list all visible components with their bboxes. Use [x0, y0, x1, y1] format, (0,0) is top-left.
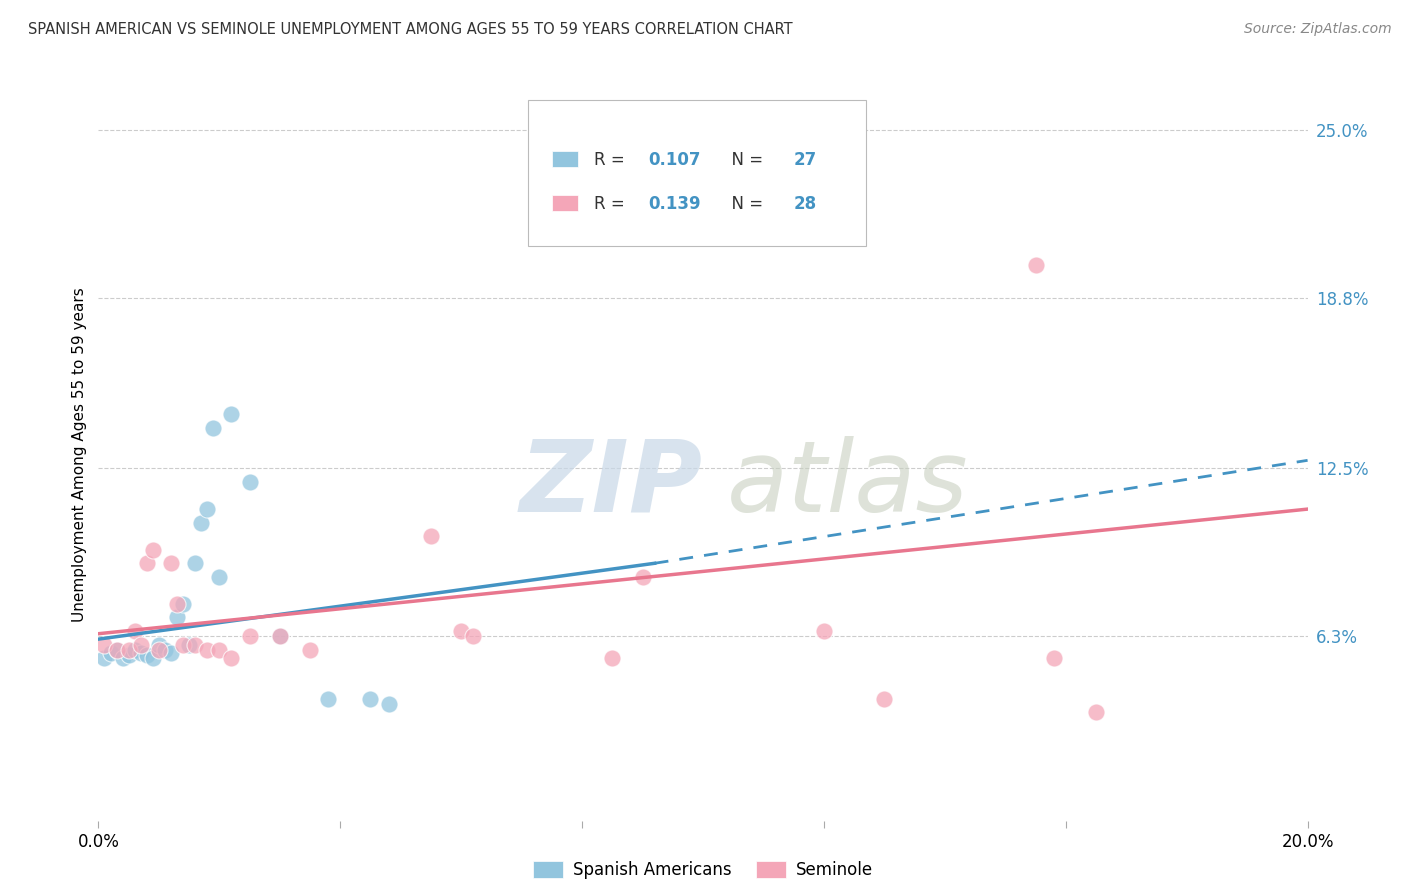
Point	[420, 529, 443, 543]
Point	[195, 643, 218, 657]
Point	[269, 629, 291, 643]
Point	[450, 624, 472, 638]
Point	[172, 638, 194, 652]
Point	[172, 597, 194, 611]
Point	[129, 638, 152, 652]
Point	[135, 556, 157, 570]
Point	[148, 638, 170, 652]
FancyBboxPatch shape	[553, 151, 578, 167]
Text: R =: R =	[595, 152, 630, 169]
Point	[129, 646, 152, 660]
Point	[221, 407, 243, 421]
Text: 0.139: 0.139	[648, 195, 702, 213]
Point	[124, 624, 146, 638]
Point	[105, 643, 128, 657]
Point	[299, 643, 322, 657]
Point	[148, 643, 170, 657]
Point	[118, 648, 141, 663]
Point	[93, 651, 115, 665]
Point	[142, 651, 165, 665]
FancyBboxPatch shape	[553, 194, 578, 211]
Text: R =: R =	[595, 195, 630, 213]
Point	[202, 421, 225, 435]
Point	[184, 638, 207, 652]
Point	[118, 643, 141, 657]
Point	[602, 218, 624, 232]
Point	[316, 691, 339, 706]
Point	[135, 648, 157, 663]
Point	[1042, 651, 1064, 665]
Point	[160, 646, 183, 660]
Text: 27: 27	[793, 152, 817, 169]
Text: N =: N =	[721, 152, 769, 169]
Text: ZIP: ZIP	[520, 435, 703, 533]
Point	[166, 610, 188, 624]
Point	[184, 556, 207, 570]
Point	[111, 651, 134, 665]
Point	[160, 556, 183, 570]
Text: N =: N =	[721, 195, 769, 213]
Point	[93, 638, 115, 652]
Point	[602, 651, 624, 665]
Point	[190, 516, 212, 530]
FancyBboxPatch shape	[527, 100, 866, 246]
Point	[631, 570, 654, 584]
Point	[239, 475, 262, 489]
Legend: Spanish Americans, Seminole: Spanish Americans, Seminole	[526, 854, 880, 886]
Point	[195, 502, 218, 516]
Point	[124, 643, 146, 657]
Point	[221, 651, 243, 665]
Point	[360, 691, 382, 706]
Point	[179, 638, 201, 652]
Point	[377, 697, 399, 711]
Text: atlas: atlas	[727, 435, 969, 533]
Point	[873, 691, 896, 706]
Point	[1024, 258, 1046, 272]
Text: 28: 28	[793, 195, 817, 213]
Point	[166, 597, 188, 611]
Point	[208, 570, 231, 584]
Point	[269, 629, 291, 643]
Point	[1085, 706, 1108, 720]
Point	[100, 646, 122, 660]
Point	[142, 542, 165, 557]
Point	[239, 629, 262, 643]
Point	[208, 643, 231, 657]
Point	[463, 629, 485, 643]
Point	[105, 643, 128, 657]
Point	[153, 643, 176, 657]
Text: Source: ZipAtlas.com: Source: ZipAtlas.com	[1244, 22, 1392, 37]
Text: 0.107: 0.107	[648, 152, 702, 169]
Point	[813, 624, 835, 638]
Text: SPANISH AMERICAN VS SEMINOLE UNEMPLOYMENT AMONG AGES 55 TO 59 YEARS CORRELATION : SPANISH AMERICAN VS SEMINOLE UNEMPLOYMEN…	[28, 22, 793, 37]
Y-axis label: Unemployment Among Ages 55 to 59 years: Unemployment Among Ages 55 to 59 years	[72, 287, 87, 623]
